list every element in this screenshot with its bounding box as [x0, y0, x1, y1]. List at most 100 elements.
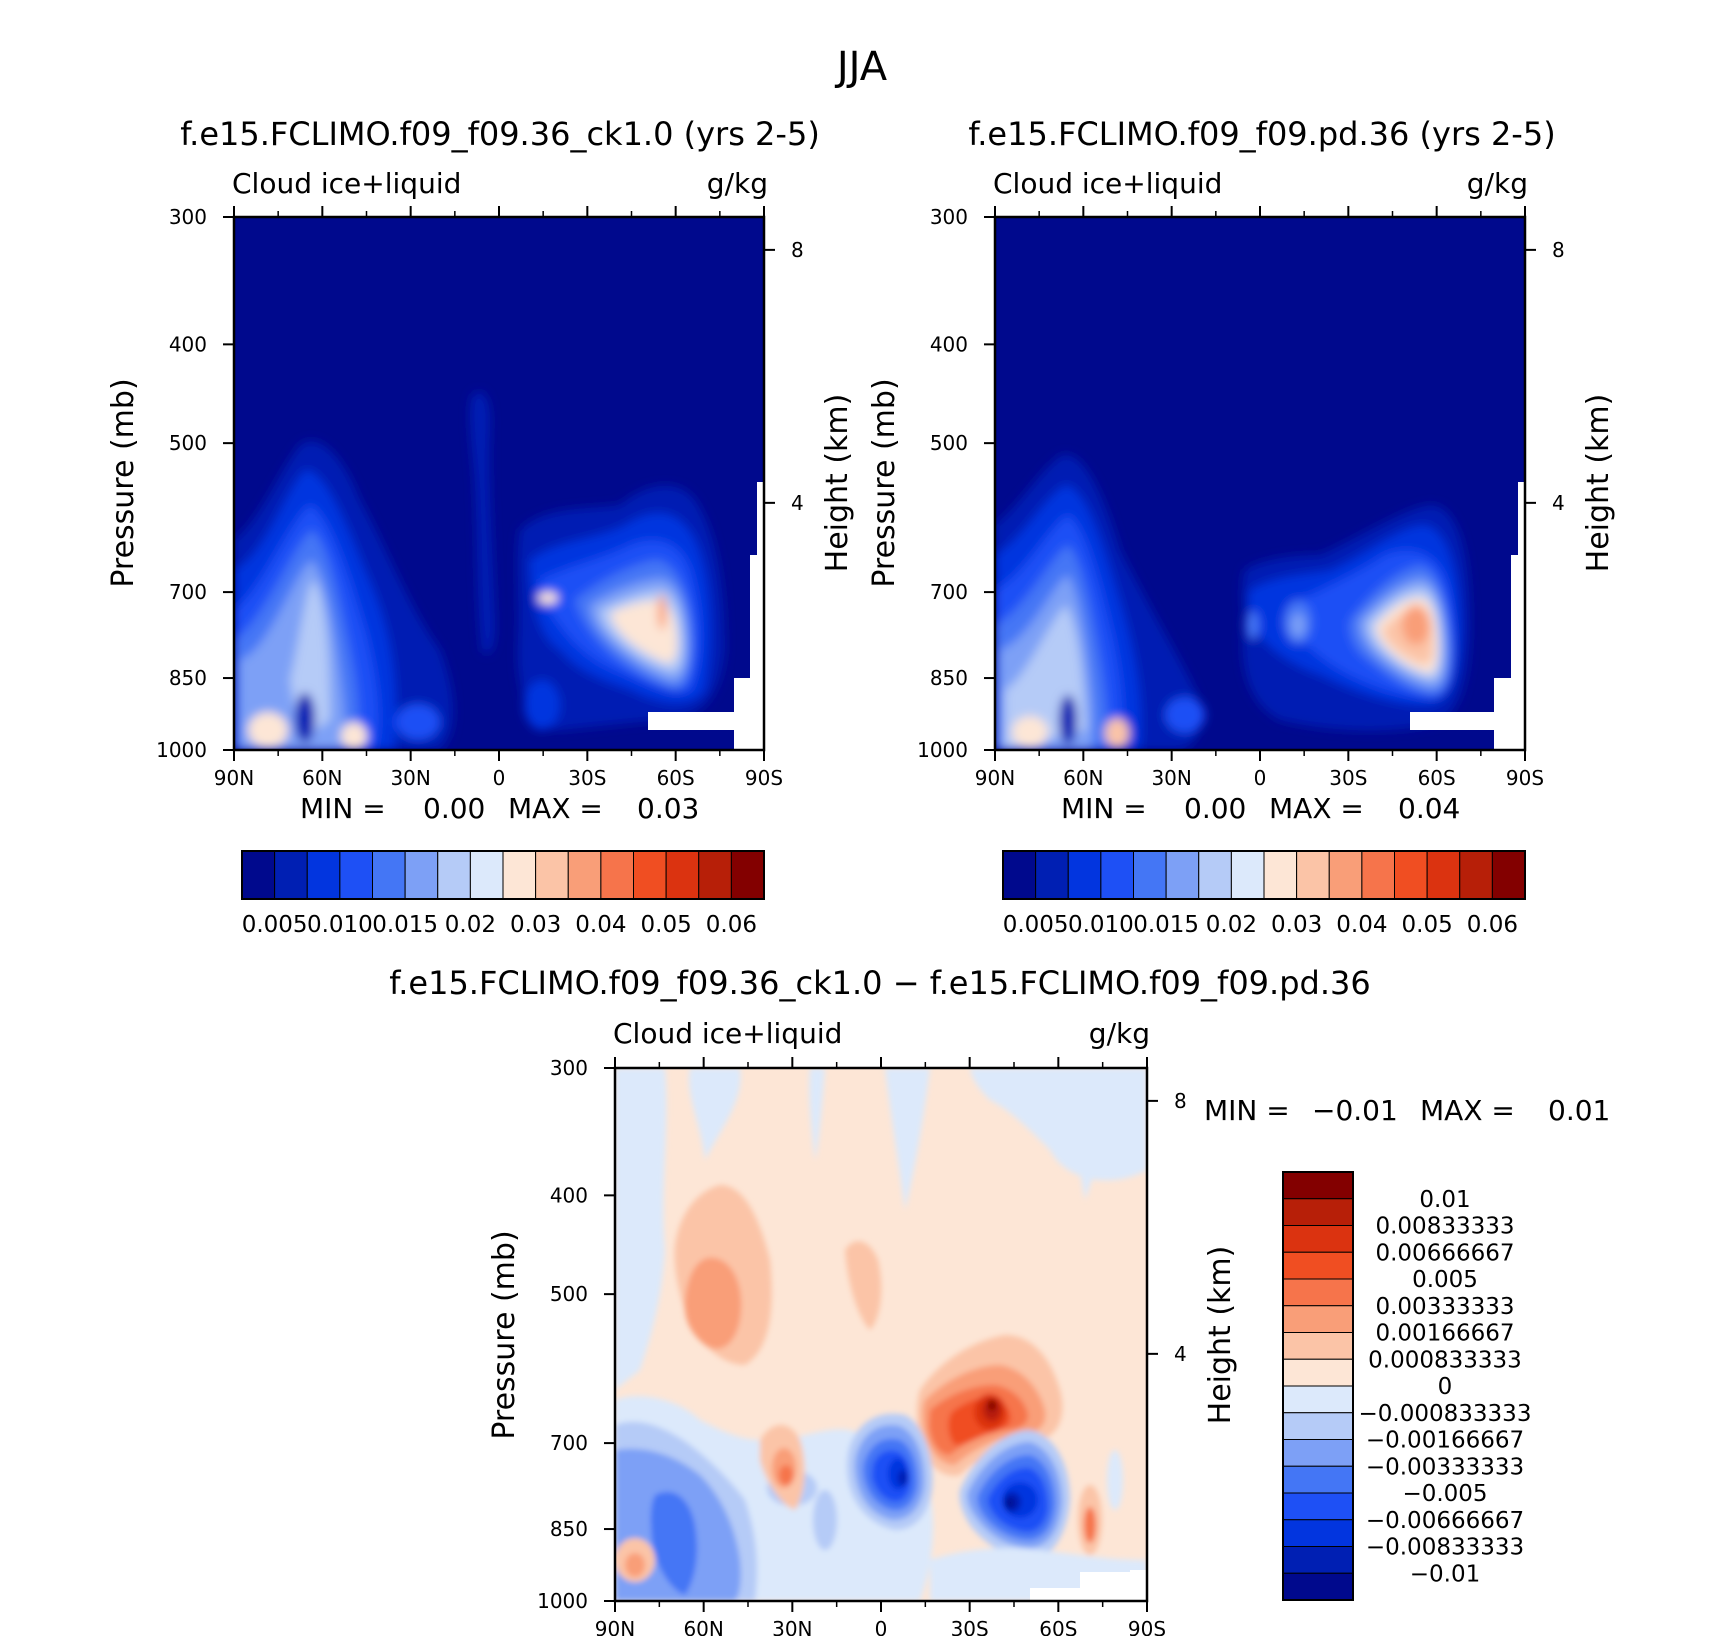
- panel-3-axes: 90N 60N 30N 0 30S 60S 90S 300 400 500 700 850 1000 8 4: [537, 1056, 1187, 1636]
- y-tick-label: 1000: [537, 1589, 588, 1613]
- colorbar-frame: [241, 850, 765, 900]
- y-tick-label: 300: [550, 1056, 588, 1080]
- panel-3-contour-upper-neg-1: [615, 1068, 667, 1390]
- colorbar-swatch: [1282, 1546, 1354, 1574]
- colorbar-swatch: [1282, 1358, 1354, 1387]
- colorbar-label: 0.00166667: [1375, 1321, 1514, 1347]
- panel-2-ylabel: Pressure (mb): [867, 378, 902, 587]
- y-tick-label: 500: [169, 431, 207, 455]
- colorbar-swatch: [1361, 850, 1395, 900]
- x-tick-label: 60N: [1063, 766, 1103, 790]
- x-tick-label: 60S: [1039, 1617, 1077, 1636]
- panel-2-contour-nh-8: [1105, 718, 1129, 748]
- panel-1-variable-label: Cloud ice+liquid: [232, 167, 461, 200]
- panel-1-min-value: 0.00: [423, 792, 485, 825]
- panel-1-axes: 90N 60N 30N 0 30S 60S 90S 300 400 500 700 850 1000 8 4: [156, 205, 804, 790]
- colorbar-swatch: [1282, 1385, 1354, 1414]
- panel-3-contour-sh-pos-7: [988, 1399, 996, 1411]
- panel-1-contour-nh-8: [341, 722, 367, 750]
- panel-3-contour-trop-neg-6: [898, 1470, 908, 1486]
- panel-1-contour-sh-10: [524, 680, 560, 730]
- y-tick-label: 1000: [156, 738, 207, 762]
- panel-3: f.e15.FCLIMO.f09_f09.36_ck1.0 − f.e15.FC…: [389, 964, 1610, 1636]
- colorbar-label: 0.00666667: [1375, 1240, 1514, 1266]
- colorbar-swatch: [274, 850, 308, 900]
- panel-2-contour-nh-7: [1012, 716, 1048, 748]
- panel-1-colorbar: 0.005 0.010 0.015 0.02 0.03 0.04 0.05 0.06: [241, 850, 765, 938]
- y-tick-label: 700: [930, 580, 968, 604]
- panel-3-contour-sh-neg-7: [1006, 1498, 1014, 1508]
- colorbar-swatch: [1035, 850, 1069, 900]
- x-tick-label: 90S: [1506, 766, 1544, 790]
- x-tick-label: 60N: [683, 1617, 723, 1636]
- y2-tick-label: 8: [791, 238, 804, 262]
- colorbar-label: 0.04: [1336, 912, 1387, 938]
- colorbar-label: 0.000833333: [1368, 1347, 1522, 1373]
- panel-1-max-value: 0.03: [637, 792, 699, 825]
- panel-2-units-label: g/kg: [1467, 167, 1528, 200]
- colorbar-swatch: [1282, 1519, 1354, 1547]
- panel-1-y2label: Height (km): [820, 394, 855, 573]
- x-tick-label: 30N: [772, 1617, 812, 1636]
- panel-2-contour-sh-12: [1247, 611, 1259, 639]
- colorbar-label: 0.06: [706, 912, 757, 938]
- colorbar-label: 0.03: [1271, 912, 1322, 938]
- panel-2-colorbar: 0.005 0.010 0.015 0.02 0.03 0.04 0.05 0.06: [1002, 850, 1526, 938]
- panel-2-y2label: Height (km): [1581, 394, 1616, 573]
- colorbar-swatch: [665, 850, 700, 900]
- panel-1: f.e15.FCLIMO.f09_f09.36_ck1.0 (yrs 2-5) …: [106, 115, 855, 938]
- colorbar-label: 0.02: [445, 912, 496, 938]
- colorbar-swatch: [1282, 1332, 1354, 1360]
- colorbar-swatch: [1426, 850, 1461, 900]
- colorbar-swatch: [1230, 850, 1265, 900]
- panel-1-min-label: MIN =: [300, 792, 386, 825]
- panel-3-min-value: −0.01: [1312, 1094, 1398, 1127]
- colorbar-swatch: [1491, 850, 1526, 900]
- colorbar-swatch: [1282, 1572, 1354, 1601]
- y-tick-label: 1000: [917, 738, 968, 762]
- panel-3-plot-area: [615, 1068, 1147, 1601]
- colorbar-swatch: [1296, 850, 1330, 900]
- colorbar-label: −0.00666667: [1366, 1508, 1524, 1534]
- panel-3-contour-upper-neg-2: [688, 1068, 741, 1160]
- y-tick-label: 850: [930, 666, 968, 690]
- colorbar-label: −0.01: [1410, 1561, 1480, 1587]
- panel-1-contour-nh-10: [396, 704, 440, 740]
- colorbar-swatch: [1282, 1465, 1354, 1494]
- panel-2-contour-nh-10: [1165, 697, 1205, 733]
- colorbar-frame: [1002, 850, 1526, 900]
- colorbar-label: −0.005: [1402, 1481, 1487, 1507]
- panel-3-contour-far-south-pos-2: [1084, 1507, 1096, 1543]
- panel-3-contour-upper-pos-3: [845, 1241, 882, 1330]
- y-tick-label: 400: [930, 332, 968, 356]
- y2-tick-label: 8: [1552, 238, 1565, 262]
- colorbar-label: 0.01: [1419, 1187, 1470, 1213]
- x-tick-label: 90N: [214, 766, 254, 790]
- panel-1-max-label: MAX =: [508, 792, 603, 825]
- colorbar-label: 0: [1438, 1374, 1453, 1400]
- panel-3-contour-upper-neg-4: [885, 1068, 930, 1210]
- colorbar-swatch: [698, 850, 732, 900]
- colorbar-swatch: [600, 850, 634, 900]
- x-tick-label: 60S: [1418, 766, 1456, 790]
- panel-1-units-label: g/kg: [707, 167, 768, 200]
- y-tick-label: 700: [550, 1431, 588, 1455]
- colorbar-label: 0.00333333: [1375, 1294, 1514, 1320]
- y-tick-label: 850: [550, 1517, 588, 1541]
- x-tick-label: 30S: [1329, 766, 1367, 790]
- y-tick-label: 300: [169, 205, 207, 229]
- colorbar-label: 0.015: [372, 912, 438, 938]
- panel-2-max-label: MAX =: [1269, 792, 1364, 825]
- colorbar-swatch: [1165, 850, 1200, 900]
- x-tick-label: 60S: [657, 766, 695, 790]
- colorbar-swatch: [1282, 1225, 1354, 1253]
- colorbar-swatch: [1328, 850, 1363, 900]
- y2-tick-label: 4: [1552, 491, 1565, 515]
- panel-3-contour-trop-pos-5: [625, 1553, 645, 1577]
- colorbar-swatch: [306, 850, 341, 900]
- colorbar-swatch: [1198, 850, 1232, 900]
- panel-3-missing-data: [1030, 1570, 1147, 1601]
- x-tick-label: 90S: [1128, 1617, 1166, 1636]
- colorbar-label: 0.02: [1206, 912, 1257, 938]
- colorbar-label: 0.05: [1402, 912, 1453, 938]
